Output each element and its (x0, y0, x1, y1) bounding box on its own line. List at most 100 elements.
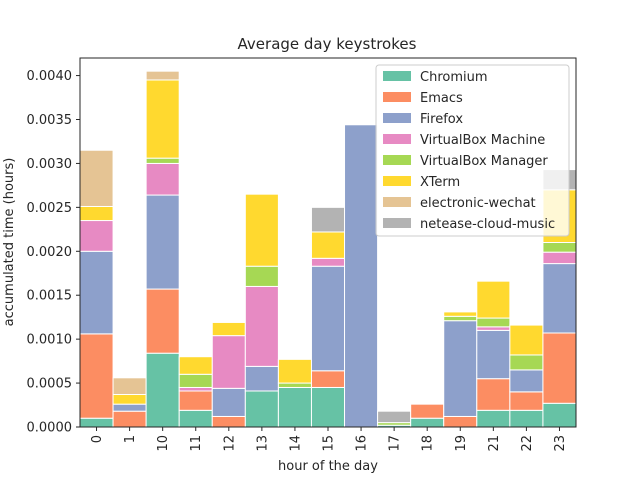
bar-segment (509, 324, 544, 356)
bar-segment (79, 333, 114, 419)
x-tick-label: 14 (288, 435, 303, 452)
legend-swatch (383, 197, 411, 207)
x-tick-label: 15 (322, 435, 337, 452)
bar-segment (410, 403, 445, 419)
bar-segment (542, 263, 577, 334)
legend-swatch (383, 218, 411, 228)
bar-segment (244, 365, 279, 392)
bar-segment (476, 326, 511, 331)
bar-segment (542, 251, 577, 265)
legend-swatch (383, 92, 411, 102)
x-tick-label: 16 (355, 435, 370, 452)
x-tick-label: 10 (156, 435, 171, 452)
bar-segment (145, 288, 180, 354)
bar-segment (443, 311, 478, 317)
legend: Chromium Emacs Firefox VirtualBox Machine Vi… (375, 64, 570, 237)
bar-segment (211, 335, 246, 389)
legend-entry-label: electronic-wechat (420, 196, 536, 211)
bar-segment (542, 332, 577, 404)
bar-segment (211, 387, 246, 417)
bar-segment (178, 409, 213, 428)
y-tick-label: 0.0020 (27, 245, 73, 260)
legend-swatch (383, 134, 411, 144)
bar-segment (277, 358, 312, 384)
bar-segment (178, 356, 213, 375)
legend-box (375, 64, 570, 237)
x-tick-label: 18 (421, 435, 436, 452)
x-tick-label: 17 (388, 435, 403, 452)
bar-segment (145, 70, 180, 81)
bar-segment (344, 124, 379, 428)
bar-segment (277, 386, 312, 428)
bar-segment (443, 415, 478, 428)
bar-segment (509, 391, 544, 411)
y-tick-label: 0.0005 (27, 377, 73, 392)
bar-segment (277, 382, 312, 388)
bar-segment (112, 393, 147, 405)
x-tick-label: 21 (487, 435, 502, 452)
x-axis-label: hour of the day (278, 459, 378, 474)
bar-segment (79, 205, 114, 222)
bar-segment (145, 352, 180, 428)
bar-segment (211, 415, 246, 428)
y-tick-label: 0.0015 (27, 289, 73, 304)
y-tick-label: 0.0040 (27, 69, 73, 84)
y-tick-label: 0.0030 (27, 157, 73, 172)
bar-segment (509, 369, 544, 393)
bar-segment (145, 162, 180, 196)
bar-segment (79, 149, 114, 207)
bar-segment (244, 265, 279, 287)
bar-segment (476, 409, 511, 428)
bar-segment (509, 409, 544, 428)
legend-entry-label: VirtualBox Machine (420, 133, 545, 148)
bars-group (79, 70, 577, 428)
bar-segment (310, 265, 346, 372)
bar-segment (542, 402, 577, 428)
bar-segment (112, 403, 147, 412)
legend-entry-label: Emacs (420, 91, 463, 106)
bar-segment (145, 194, 180, 290)
bar-segment (211, 321, 246, 337)
y-tick-label: 0.0035 (27, 113, 73, 128)
bar-segment (79, 250, 114, 335)
bar-segment (377, 410, 412, 424)
y-axis-ticks: 0.0000 0.0005 0.0010 0.0015 0.0020 0.0025 0.00… (27, 69, 80, 436)
bar-segment (244, 193, 279, 267)
bar-segment (178, 390, 213, 411)
bar-segment (145, 157, 180, 164)
bar-segment (410, 417, 445, 428)
bar-segment (112, 377, 147, 395)
bar-segment (443, 315, 478, 322)
y-tick-label: 0.0010 (27, 333, 73, 348)
bar-segment (310, 206, 346, 233)
legend-entry-label: XTerm (420, 175, 460, 190)
bar-segment (112, 410, 147, 428)
legend-entry-label: Firefox (420, 112, 463, 127)
legend-entry-label: VirtualBox Manager (420, 154, 548, 169)
bar-segment (476, 378, 511, 411)
x-tick-label: 1 (123, 435, 138, 443)
y-axis-label: accumulated time (hours) (2, 158, 17, 327)
x-tick-label: 19 (454, 435, 469, 452)
x-tick-label: 12 (222, 435, 237, 452)
bar-segment (79, 220, 114, 252)
x-tick-label: 0 (90, 435, 105, 443)
x-tick-label: 23 (553, 435, 568, 452)
bar-segment (476, 280, 511, 319)
legend-swatch (383, 176, 411, 186)
y-tick-label: 0.0000 (27, 421, 73, 436)
bar-segment (244, 390, 279, 428)
x-tick-label: 11 (189, 435, 204, 452)
x-tick-label: 13 (255, 435, 270, 452)
bar-segment (178, 373, 213, 388)
bar-segment (310, 370, 346, 388)
bar-segment (509, 354, 544, 371)
legend-entry-label: netease-cloud-music (420, 217, 555, 232)
x-axis-ticks: 0 1 10 11 12 13 14 15 16 17 18 19 21 22 23 (90, 427, 568, 452)
legend-entry-label: Chromium (420, 70, 488, 85)
bar-segment (310, 257, 346, 267)
bar-segment (310, 231, 346, 259)
bar-segment (79, 417, 114, 428)
bar-segment (443, 320, 478, 417)
